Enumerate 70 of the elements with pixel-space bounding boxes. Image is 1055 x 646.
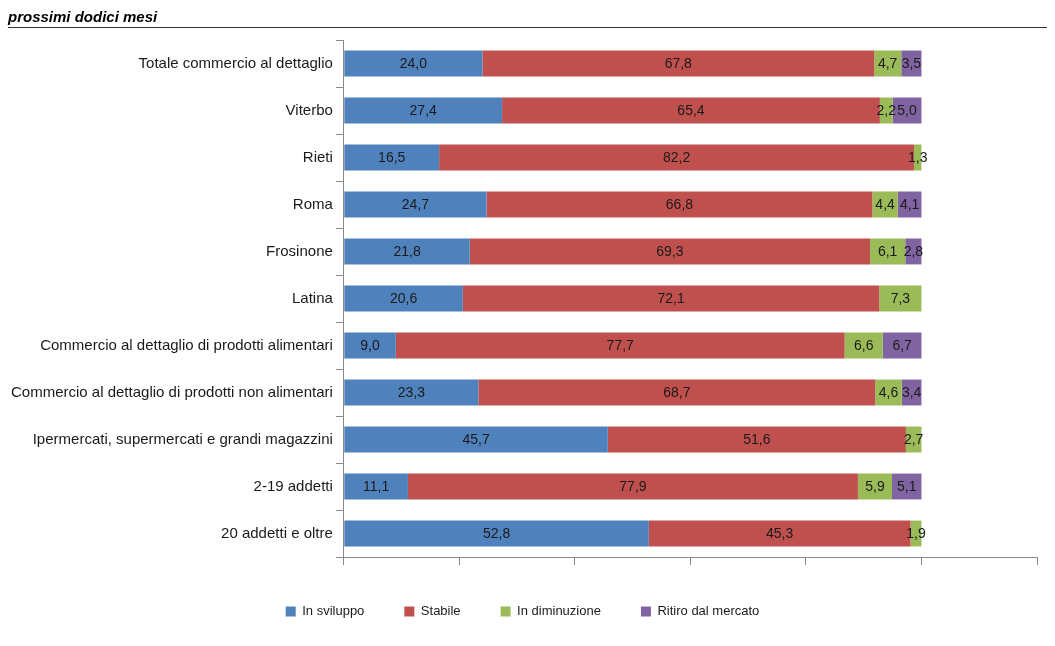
- data-label: 4,1: [899, 196, 920, 213]
- bar: [486, 191, 873, 218]
- bar: [344, 473, 408, 500]
- data-label: 45,3: [766, 525, 794, 542]
- data-label: 51,6: [743, 431, 771, 448]
- bar: [478, 379, 876, 406]
- bar: [462, 285, 880, 312]
- bar: [344, 144, 440, 171]
- y-tick-label: Totale commercio al dettaglio: [138, 53, 333, 71]
- y-tick-label: 20 addetti e oltre: [221, 523, 333, 541]
- legend-label: Ritiro dal mercato: [657, 603, 760, 619]
- bar: [469, 238, 871, 265]
- bar: [407, 473, 858, 500]
- bar: [607, 426, 906, 453]
- y-tick-label: Commercio al dettaglio di prodotti alimentari: [40, 335, 333, 353]
- bar: [344, 50, 483, 77]
- data-label: 27,4: [409, 102, 438, 119]
- data-label: 16,5: [378, 149, 406, 166]
- data-label: 68,7: [663, 384, 691, 401]
- bar: [344, 238, 470, 265]
- data-label: 5,0: [897, 102, 917, 119]
- data-label: 5,1: [897, 478, 917, 495]
- text: prossimi dodici mesi: [8, 8, 1047, 28]
- legend-label: Stabile: [420, 603, 461, 619]
- data-label: 77,9: [619, 478, 647, 495]
- data-label: 45,7: [462, 431, 490, 448]
- data-label: 82,2: [662, 149, 691, 166]
- y-tick-label: Commercio al dettaglio di prodotti non alimentari: [11, 382, 333, 400]
- data-label: 3,4: [901, 384, 922, 401]
- data-label: 69,3: [656, 243, 684, 260]
- data-label: 23,3: [397, 384, 426, 401]
- data-label: 4,6: [878, 384, 899, 401]
- bar: [344, 379, 479, 406]
- data-label: 24,7: [401, 196, 430, 213]
- y-tick-label: Viterbo: [285, 100, 333, 118]
- data-label: 6,6: [853, 337, 874, 354]
- legend-label: In diminuzione: [517, 603, 601, 619]
- data-label: 66,8: [665, 196, 694, 213]
- data-label: 6,1: [877, 243, 898, 260]
- data-label: 11,1: [363, 478, 390, 495]
- bar: [344, 520, 649, 547]
- bar: [395, 332, 845, 359]
- data-label: 24,0: [399, 55, 428, 72]
- data-label: 6,7: [892, 337, 913, 354]
- data-label: 52,8: [482, 525, 511, 542]
- y-tick-label: Rieti: [302, 147, 333, 165]
- data-label: 67,8: [664, 55, 693, 72]
- legend-label: In sviluppo: [302, 603, 365, 619]
- bar: [344, 426, 608, 453]
- data-label: 1,3: [907, 149, 928, 166]
- y-tick-label: 2-19 addetti: [253, 476, 333, 494]
- y-tick-label: Frosinone: [266, 241, 333, 259]
- data-label: 4,7: [877, 55, 898, 72]
- data-label: 65,4: [677, 102, 705, 119]
- bar: [482, 50, 875, 77]
- data-label: 5,9: [865, 478, 885, 495]
- y-tick-label: Ipermercati, supermercati e grandi magazzini: [32, 429, 333, 447]
- data-label: 77,7: [606, 337, 635, 354]
- bar: [344, 285, 463, 312]
- data-label: 72,1: [657, 290, 685, 307]
- data-label: 20,6: [389, 290, 418, 307]
- bar: [344, 191, 487, 218]
- data-label: 9,0: [360, 337, 381, 354]
- bar: [344, 97, 503, 124]
- data-label: 3,5: [901, 55, 922, 72]
- y-tick-label: Latina: [291, 288, 334, 306]
- data-label: 7,3: [890, 290, 911, 307]
- y-tick-label: Roma: [292, 194, 334, 212]
- data-label: 4,4: [875, 196, 896, 213]
- data-label: 21,8: [393, 243, 421, 260]
